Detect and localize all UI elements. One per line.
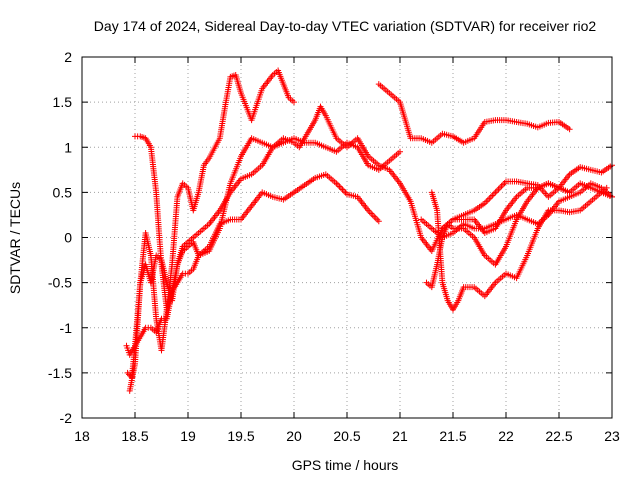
y-axis-label: SDTVAR / TECUs — [7, 182, 23, 294]
data-point — [374, 216, 381, 223]
data-point — [496, 184, 503, 191]
data-point — [366, 208, 373, 215]
y-tick-label: 0.5 — [53, 184, 73, 200]
x-tick-label: 23 — [604, 428, 620, 444]
data-point — [371, 213, 378, 220]
tick-layer: 18 18.5 19 19.5 20 20.5 21 21.5 22 22.5 23-2-1.5-1… — [48, 49, 620, 444]
data-point — [340, 188, 347, 195]
plot-frame — [81, 56, 613, 419]
data-point — [336, 183, 343, 190]
x-tick-label: 18.5 — [121, 428, 148, 444]
data-point — [397, 148, 403, 155]
data-point — [492, 189, 499, 196]
data-series-sat-b — [123, 135, 403, 358]
data-series-sat-g — [423, 180, 615, 291]
data-point — [483, 198, 490, 205]
data-point — [495, 186, 502, 193]
data-point — [501, 180, 508, 187]
y-tick-label: 1.5 — [53, 94, 73, 110]
x-tick-label: 22.5 — [545, 428, 572, 444]
data-series-sat-f — [428, 184, 610, 313]
x-axis-label: GPS time / hours — [292, 457, 399, 473]
data-point — [375, 218, 382, 225]
data-point — [484, 197, 491, 204]
x-tick-label: 18 — [74, 428, 90, 444]
data-point — [337, 184, 344, 191]
data-series-sat-c — [126, 67, 297, 394]
data-series-sat-i — [418, 180, 615, 241]
data-point — [490, 190, 497, 197]
data-series-sat-h — [439, 162, 615, 232]
data-point — [493, 187, 500, 194]
data-point — [566, 126, 573, 133]
data-point — [499, 181, 506, 188]
x-tick-label: 22 — [498, 428, 514, 444]
data-point — [369, 212, 376, 219]
data-series-sat-e — [375, 81, 573, 146]
data-point — [486, 195, 493, 202]
x-tick-label: 19 — [180, 428, 196, 444]
data-point — [334, 181, 341, 188]
y-tick-label: -1 — [60, 320, 73, 336]
data-point — [372, 215, 379, 222]
data-point — [291, 99, 297, 106]
marks-layer — [123, 67, 615, 394]
x-tick-label: 21.5 — [439, 428, 466, 444]
data-point — [498, 183, 505, 190]
data-point — [489, 192, 496, 199]
y-tick-label: 0 — [64, 230, 72, 246]
y-tick-label: 2 — [64, 49, 72, 65]
chart-title: Day 174 of 2024, Sidereal Day-to-day VTE… — [94, 18, 597, 34]
x-tick-label: 21 — [392, 428, 408, 444]
y-tick-label: -1.5 — [48, 365, 72, 381]
data-point — [487, 194, 494, 201]
data-point — [339, 186, 346, 193]
y-tick-label: -0.5 — [48, 275, 72, 291]
x-tick-label: 19.5 — [227, 428, 254, 444]
data-series-sat-d — [124, 103, 573, 381]
x-tick-label: 20 — [286, 428, 302, 444]
y-tick-label: 1 — [64, 139, 72, 155]
y-tick-label: -2 — [60, 410, 73, 426]
x-tick-label: 20.5 — [333, 428, 360, 444]
data-point — [368, 210, 375, 217]
